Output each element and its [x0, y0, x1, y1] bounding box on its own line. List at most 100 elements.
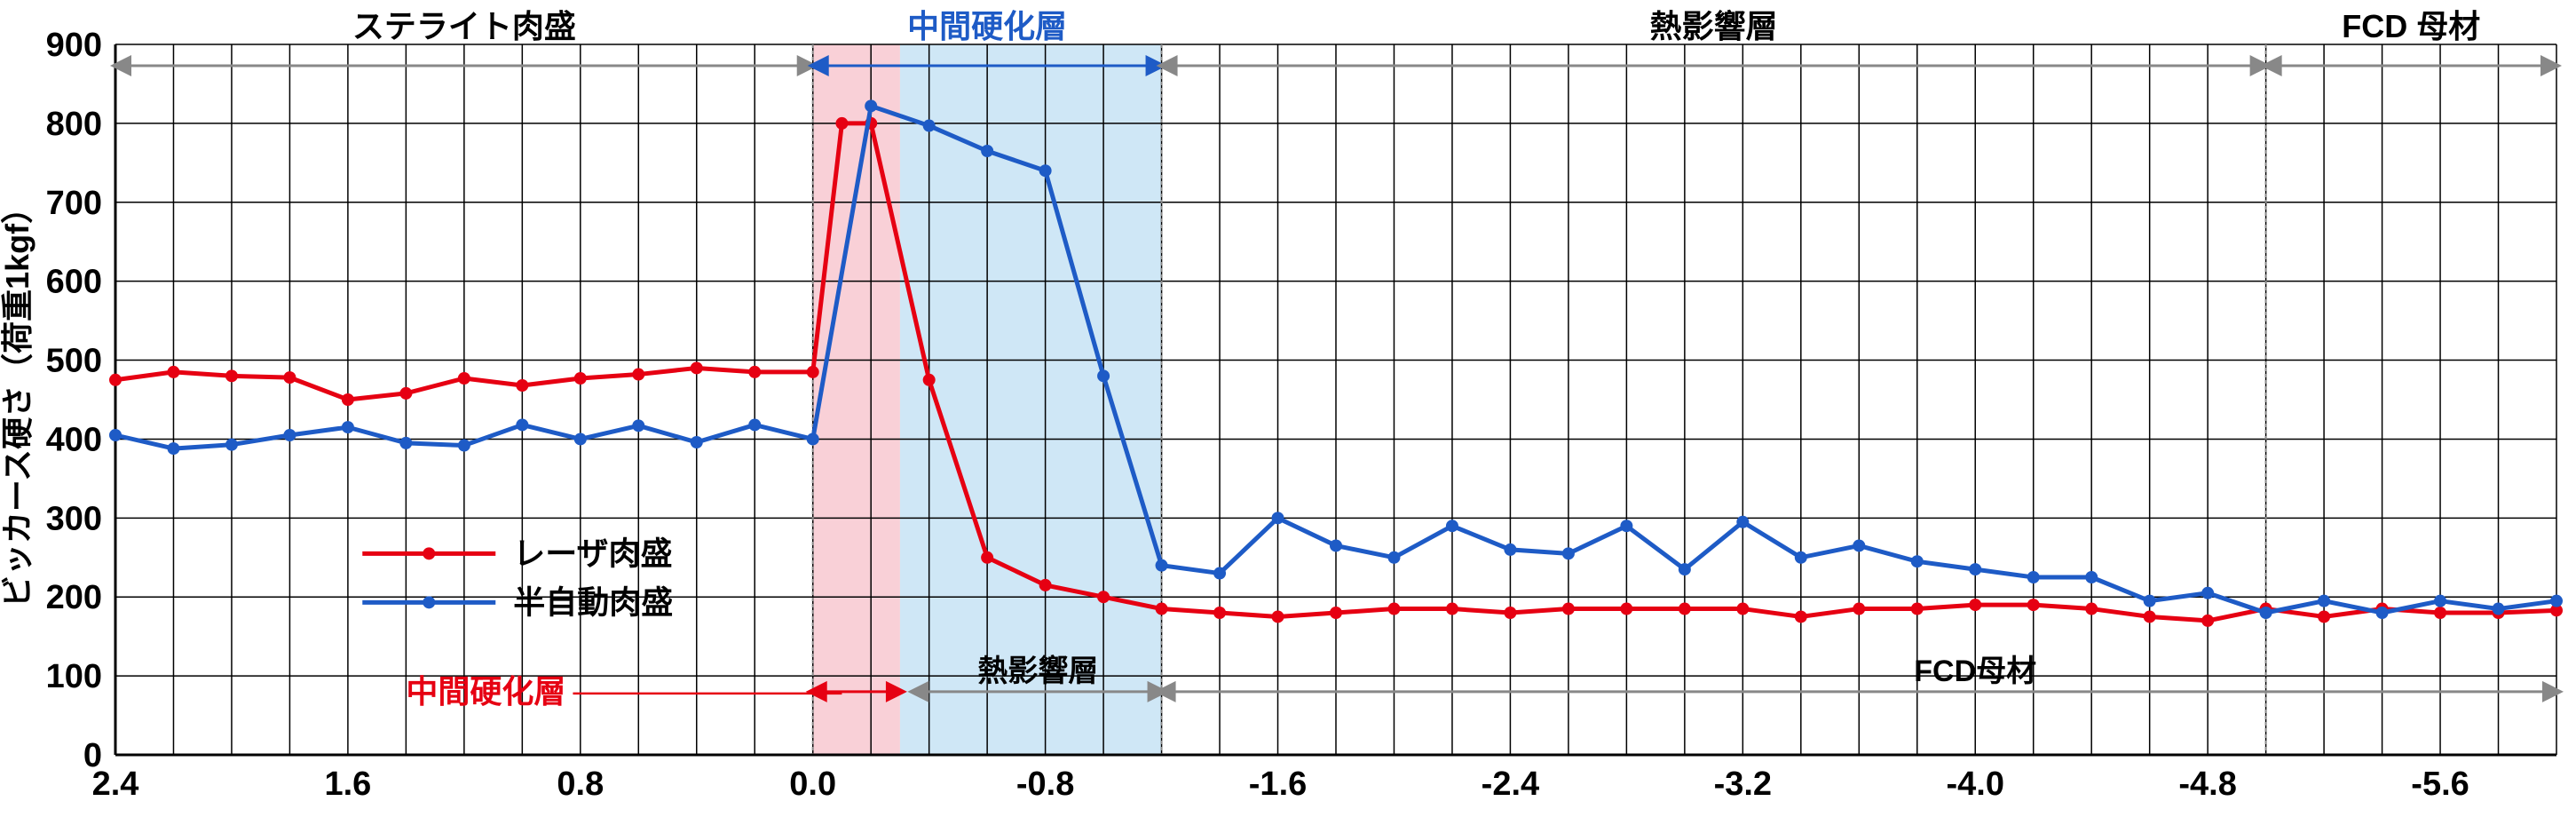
- data-point: [1853, 539, 1865, 551]
- data-point: [458, 440, 470, 452]
- top-region-label: ステライト肉盛: [352, 8, 576, 44]
- data-point: [1620, 520, 1632, 532]
- data-point: [1446, 520, 1458, 532]
- data-point: [865, 99, 877, 112]
- bottom-region-label: FCD母材: [1914, 654, 2036, 688]
- y-tick-label: 800: [46, 106, 102, 143]
- data-point: [2085, 603, 2098, 615]
- x-tick-label: -5.6: [2411, 766, 2469, 803]
- x-tick-label: -3.2: [1714, 766, 1772, 803]
- blue-band: [900, 44, 1162, 755]
- top-region-label: FCD 母材: [2342, 8, 2480, 44]
- x-tick-label: 0.8: [557, 766, 604, 803]
- data-point: [1330, 607, 1342, 619]
- y-tick-label: 300: [46, 500, 102, 537]
- data-point: [748, 418, 761, 431]
- data-point: [167, 442, 179, 455]
- data-point: [1504, 543, 1516, 556]
- data-point: [167, 366, 179, 378]
- y-tick-label: 500: [46, 343, 102, 380]
- data-point: [2201, 587, 2214, 599]
- data-point: [2550, 595, 2563, 607]
- data-point: [399, 387, 412, 400]
- x-tick-label: 1.6: [324, 766, 371, 803]
- data-point: [923, 120, 936, 132]
- data-point: [2201, 615, 2214, 627]
- data-point: [1679, 563, 1691, 575]
- data-point: [1156, 603, 1168, 615]
- data-point: [1039, 579, 1052, 591]
- y-tick-label: 700: [46, 185, 102, 222]
- x-tick-label: 0.0: [789, 766, 836, 803]
- data-point: [1330, 539, 1342, 551]
- data-point: [574, 372, 587, 385]
- data-point: [2434, 607, 2446, 619]
- data-point: [1387, 603, 1400, 615]
- data-point: [1562, 547, 1575, 559]
- data-point: [835, 117, 848, 130]
- bottom-region-label: 中間硬化層: [406, 673, 565, 710]
- data-point: [1562, 603, 1575, 615]
- y-tick-label: 200: [46, 579, 102, 616]
- data-point: [1969, 599, 1981, 611]
- data-point: [632, 419, 644, 432]
- data-point: [2144, 595, 2156, 607]
- data-point: [1272, 610, 1284, 623]
- data-point: [1795, 610, 1807, 623]
- top-region-label: 中間硬化層: [907, 8, 1067, 44]
- data-point: [1387, 551, 1400, 564]
- data-point: [283, 429, 296, 441]
- bottom-region-label: 熱影響層: [977, 654, 1098, 688]
- x-tick-label: -1.6: [1249, 766, 1307, 803]
- y-tick-label: 100: [46, 658, 102, 695]
- legend-marker: [423, 596, 435, 608]
- data-point: [283, 371, 296, 384]
- data-point: [516, 379, 528, 392]
- x-tick-label: 2.4: [92, 766, 139, 803]
- data-point: [691, 436, 703, 448]
- legend-label: 半自動肉盛: [513, 583, 673, 620]
- y-axis-label: ビッカース硬さ（荷重1kgf）: [0, 192, 36, 607]
- data-point: [1272, 512, 1284, 524]
- data-point: [2085, 571, 2098, 583]
- y-tick-label: 600: [46, 264, 102, 301]
- data-point: [2376, 607, 2389, 619]
- data-point: [632, 369, 644, 381]
- data-point: [1736, 603, 1749, 615]
- data-point: [1156, 559, 1168, 572]
- data-point: [2144, 610, 2156, 623]
- data-point: [2493, 603, 2505, 615]
- red-band: [813, 44, 900, 755]
- data-point: [225, 439, 238, 451]
- legend-label: レーザ肉盛: [513, 535, 672, 571]
- data-point: [981, 145, 993, 157]
- data-point: [1853, 603, 1865, 615]
- data-point: [748, 366, 761, 378]
- data-point: [1213, 567, 1226, 580]
- data-point: [1795, 551, 1807, 564]
- data-point: [1039, 164, 1052, 177]
- data-point: [109, 429, 122, 441]
- y-tick-label: 400: [46, 421, 102, 458]
- data-point: [807, 366, 819, 378]
- data-point: [2027, 599, 2040, 611]
- data-point: [109, 374, 122, 386]
- data-point: [807, 432, 819, 445]
- data-point: [1911, 555, 1924, 567]
- data-point: [981, 551, 993, 564]
- data-point: [516, 418, 528, 431]
- data-point: [225, 369, 238, 382]
- data-point: [1213, 607, 1226, 619]
- data-point: [691, 361, 703, 374]
- data-point: [2318, 595, 2330, 607]
- data-point: [458, 372, 470, 385]
- top-region-label: 熱影響層: [1650, 8, 1778, 44]
- data-point: [1679, 603, 1691, 615]
- data-point: [1097, 369, 1110, 382]
- x-tick-label: -4.0: [1946, 766, 2003, 803]
- data-point: [1504, 607, 1516, 619]
- x-tick-label: -0.8: [1016, 766, 1074, 803]
- legend-marker: [423, 547, 435, 559]
- hardness-chart: 01002003004005006007008009002.41.60.80.0…: [0, 0, 2576, 833]
- data-point: [342, 421, 354, 433]
